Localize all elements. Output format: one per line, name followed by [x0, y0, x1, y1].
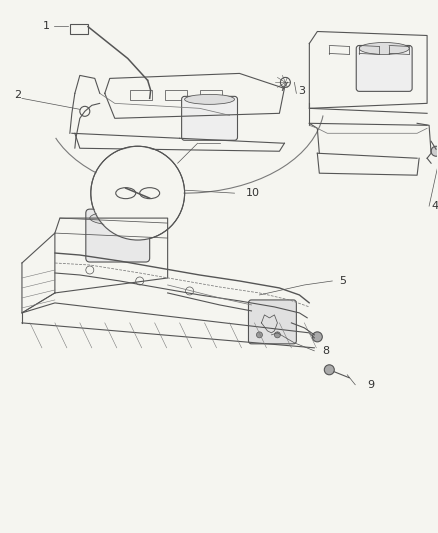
- Circle shape: [275, 332, 280, 338]
- Text: 1: 1: [42, 20, 49, 30]
- Circle shape: [257, 332, 262, 338]
- FancyBboxPatch shape: [86, 209, 150, 262]
- FancyBboxPatch shape: [356, 45, 412, 91]
- Bar: [200, 91, 222, 100]
- Ellipse shape: [359, 43, 409, 54]
- Text: 4: 4: [431, 201, 438, 211]
- Text: 5: 5: [339, 276, 346, 286]
- Circle shape: [431, 146, 438, 156]
- Ellipse shape: [184, 94, 234, 104]
- Circle shape: [312, 332, 322, 342]
- Text: 9: 9: [367, 379, 375, 390]
- Bar: [130, 91, 152, 100]
- Text: 8: 8: [323, 346, 330, 356]
- FancyBboxPatch shape: [182, 96, 237, 140]
- Text: 10: 10: [245, 188, 259, 198]
- Bar: [165, 91, 187, 100]
- Circle shape: [324, 365, 334, 375]
- Circle shape: [92, 147, 184, 239]
- Text: 3: 3: [298, 86, 305, 96]
- Ellipse shape: [90, 211, 146, 225]
- Text: 2: 2: [14, 91, 21, 100]
- FancyBboxPatch shape: [248, 300, 297, 344]
